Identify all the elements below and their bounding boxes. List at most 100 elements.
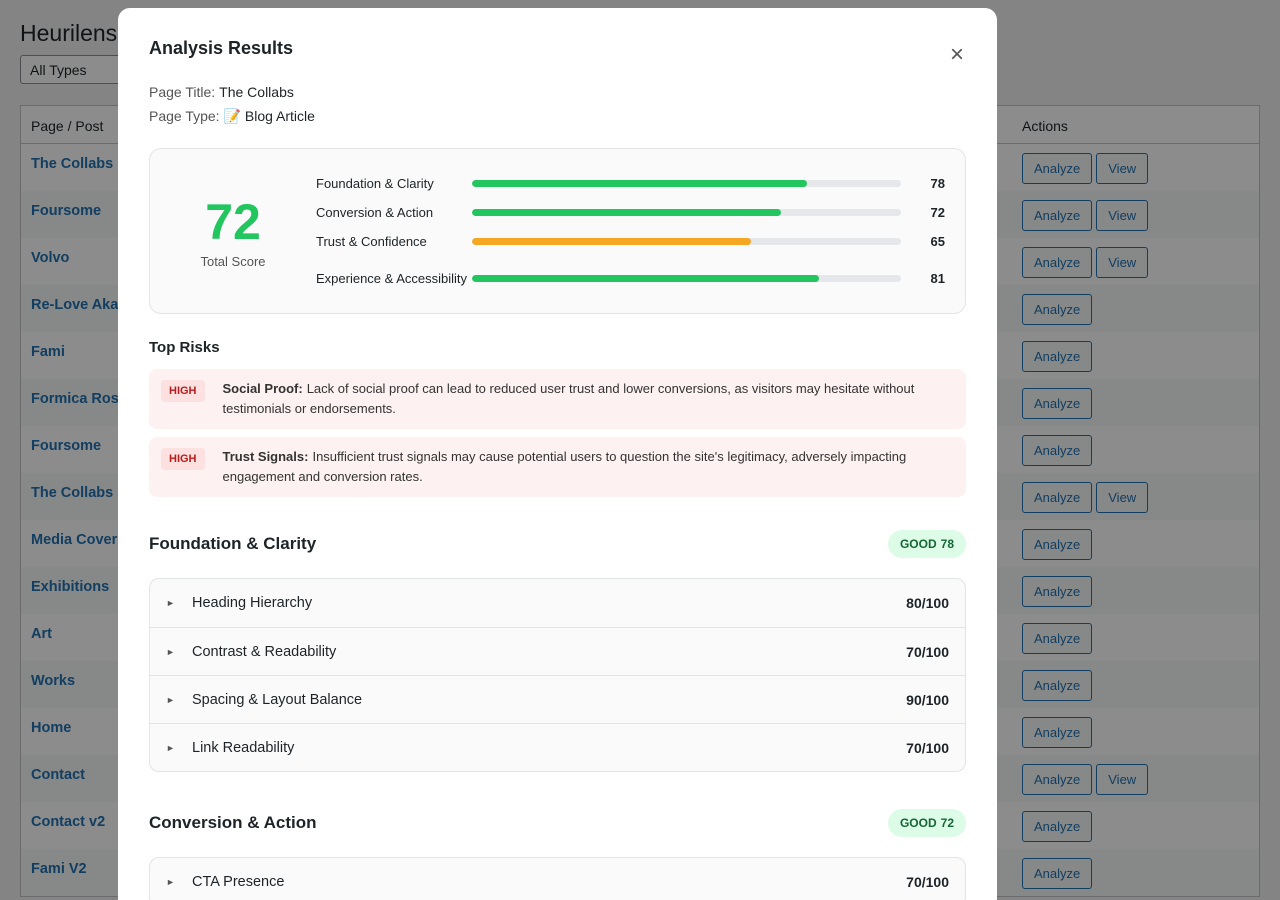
expand-arrow: ► xyxy=(166,598,175,608)
check-score: 90/100 xyxy=(906,691,949,708)
action-button[interactable]: Analyze xyxy=(1022,341,1093,372)
table-row: Foursome Analyze xyxy=(21,426,1259,473)
risk-title: Trust Signals: xyxy=(222,449,309,464)
check-item[interactable]: ► CTA Presence 70/100 xyxy=(150,858,965,900)
bar-track xyxy=(472,238,901,245)
post-link[interactable]: Contact v2 xyxy=(31,814,106,830)
risk-description: Lack of social proof can lead to reduced… xyxy=(222,381,915,416)
action-button[interactable]: Analyze xyxy=(1022,623,1093,654)
section-title: Foundation & Clarity xyxy=(149,534,317,553)
close-button[interactable]: × xyxy=(950,41,965,68)
category-row: Trust & Confidence 65 xyxy=(316,227,945,256)
post-link[interactable]: The Collabs xyxy=(31,156,114,172)
action-button[interactable]: Analyze xyxy=(1022,247,1093,278)
total-score-label: Total Score xyxy=(200,253,266,269)
post-link[interactable]: Fami V2 xyxy=(31,861,87,877)
post-link[interactable]: Art xyxy=(31,626,52,642)
action-button[interactable]: Analyze xyxy=(1022,529,1093,560)
category-scores: Foundation & Clarity 78 Conversion & Actio… xyxy=(316,169,965,293)
category-name: Experience & Accessibility xyxy=(316,270,468,286)
action-button[interactable]: Analyze xyxy=(1022,388,1093,419)
post-link[interactable]: Fami xyxy=(31,344,65,360)
action-button[interactable]: Analyze xyxy=(1022,717,1093,748)
post-link[interactable]: Home xyxy=(31,720,72,736)
header-cell: Actions xyxy=(1022,118,1068,134)
bar-fill xyxy=(472,180,807,187)
section-header: Foundation & Clarity GOOD 78 xyxy=(149,527,966,561)
total-score: 72 Total Score xyxy=(150,194,316,269)
action-button[interactable]: Analyze xyxy=(1022,200,1093,231)
check-item[interactable]: ► Spacing & Layout Balance 90/100 xyxy=(150,675,965,723)
table-row: Art Analyze xyxy=(21,614,1259,661)
post-link[interactable]: Works xyxy=(31,673,76,689)
actions: Analyze xyxy=(1022,717,1093,748)
score-box: 72 Total Score Foundation & Clarity 78 Con… xyxy=(149,148,966,314)
expand-arrow: ► xyxy=(166,694,175,705)
table-row: The Collabs Analyze View xyxy=(21,144,1259,191)
expand-arrow: ► xyxy=(166,742,175,753)
category-name: Foundation & Clarity xyxy=(316,175,434,191)
check-item[interactable]: ► Contrast & Readability 70/100 xyxy=(150,627,965,675)
action-button[interactable]: Analyze xyxy=(1022,858,1093,889)
badge-score: 72 xyxy=(940,816,954,830)
action-button[interactable]: View xyxy=(1096,153,1149,184)
table-row: Fami Analyze xyxy=(21,332,1259,379)
post-link[interactable]: Foursome xyxy=(31,203,102,219)
post-link[interactable]: Exhibitions xyxy=(31,579,110,595)
action-button[interactable]: Analyze xyxy=(1022,670,1093,701)
check-name: CTA Presence xyxy=(192,874,285,890)
expand-arrow: ► xyxy=(166,646,175,657)
category-score: 81 xyxy=(930,271,945,286)
section-title: Conversion & Action xyxy=(149,813,317,832)
post-link[interactable]: The Collabs xyxy=(31,485,114,501)
post-link[interactable]: Media Cover xyxy=(31,532,118,548)
check-list: ► Heading Hierarchy 80/100 ► Contrast & Read… xyxy=(149,578,966,772)
check-item[interactable]: ► Heading Hierarchy 80/100 xyxy=(150,579,965,627)
action-button[interactable]: Analyze xyxy=(1022,482,1093,513)
action-button[interactable]: View xyxy=(1096,764,1149,795)
table-row: Home Analyze xyxy=(21,708,1259,755)
action-button[interactable]: View xyxy=(1096,482,1149,513)
post-link[interactable]: Contact xyxy=(31,767,85,783)
check-score: 80/100 xyxy=(906,595,949,611)
action-button[interactable]: Analyze xyxy=(1022,576,1093,607)
action-button[interactable]: Analyze xyxy=(1022,294,1093,325)
actions: Analyze xyxy=(1022,341,1093,372)
badge-status: GOOD xyxy=(899,537,937,551)
category-row: Foundation & Clarity 78 xyxy=(316,169,945,198)
check-item[interactable]: ► Link Readability 70/100 xyxy=(150,723,965,771)
actions: Analyze View xyxy=(1022,482,1149,513)
actions: Analyze xyxy=(1022,670,1093,701)
check-name: Spacing & Layout Balance xyxy=(192,691,363,708)
meta-value: The Collabs xyxy=(219,84,294,100)
bar-track xyxy=(472,275,901,282)
action-button[interactable]: View xyxy=(1096,200,1149,231)
risks: HIGH Social Proof: Lack of social proof ca… xyxy=(149,369,966,497)
action-button[interactable]: Analyze xyxy=(1022,435,1093,466)
check-score: 70/100 xyxy=(906,643,949,660)
post-link[interactable]: Volvo xyxy=(31,250,70,266)
check-score: 70/100 xyxy=(906,874,949,890)
post-link[interactable]: Foursome xyxy=(31,438,102,454)
risk-description: Insufficient trust signals may cause pot… xyxy=(222,449,907,484)
action-button[interactable]: Analyze xyxy=(1022,153,1093,184)
action-button[interactable]: Analyze xyxy=(1022,764,1093,795)
action-button[interactable]: Analyze xyxy=(1022,811,1093,842)
type-filter[interactable]: All Types xyxy=(20,55,130,84)
category-score: 72 xyxy=(930,205,945,220)
action-button[interactable]: View xyxy=(1096,247,1149,278)
check-name: Heading Hierarchy xyxy=(192,595,313,611)
actions: Analyze View xyxy=(1022,153,1149,184)
check-name: Link Readability xyxy=(192,739,295,756)
badge-score: 78 xyxy=(940,537,954,551)
meta: Page Title: The Collabs Page Type: 📝 Blog A… xyxy=(149,80,966,128)
category-score: 65 xyxy=(930,234,945,249)
meta-line: Page Type: 📝 Blog Article xyxy=(149,104,966,128)
actions: Analyze xyxy=(1022,811,1093,842)
post-link[interactable]: Re-Love Aka xyxy=(31,297,119,313)
actions: Analyze View xyxy=(1022,200,1149,231)
badge-status: GOOD xyxy=(899,816,937,830)
risk-card: HIGH Social Proof: Lack of social proof ca… xyxy=(149,369,966,429)
post-link[interactable]: Formica Ros xyxy=(31,391,119,407)
